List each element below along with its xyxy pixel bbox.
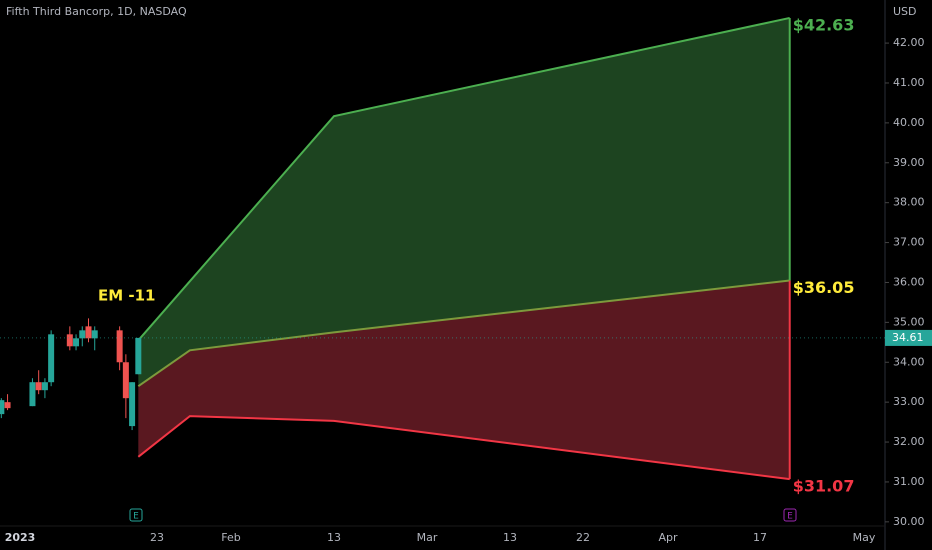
x-tick-label: 2023 [5, 531, 36, 544]
y-tick-label: 40.00 [893, 116, 925, 129]
candle-body [129, 382, 136, 427]
y-tick-label: 37.00 [893, 236, 925, 249]
value-label: $36.05 [793, 278, 855, 297]
candle-body [48, 334, 55, 383]
cone-line [137, 16, 790, 341]
y-tick-label: 39.00 [893, 156, 925, 169]
y-tick-label: 42.00 [893, 36, 925, 49]
y-tick-label: 41.00 [893, 76, 925, 89]
value-label: $31.07 [793, 477, 855, 496]
cone-line [137, 415, 790, 481]
x-tick-label: 13 [503, 531, 517, 544]
value-label: $42.63 [793, 15, 855, 34]
y-tick-label: 35.00 [893, 315, 925, 328]
y-tick-label: 34.00 [893, 355, 925, 368]
candle-body [41, 382, 48, 391]
candle-body [73, 338, 80, 347]
last-price-label: 34.61 [892, 331, 924, 344]
candle-body [91, 330, 98, 339]
x-tick-label: May [853, 531, 876, 544]
y-tick-label: 36.00 [893, 275, 925, 288]
currency: USD [893, 5, 917, 18]
x-tick-label: 23 [150, 531, 164, 544]
x-tick-label: Apr [658, 531, 678, 544]
event-marker [783, 508, 797, 522]
candle-body [122, 362, 129, 399]
candle-body [135, 337, 142, 375]
y-tick-label: 30.00 [893, 515, 925, 528]
y-tick-label: 33.00 [893, 395, 925, 408]
candle-body [4, 402, 11, 409]
candle-body [79, 330, 86, 339]
candle-body [35, 382, 42, 391]
x-tick-label: Feb [221, 531, 240, 544]
y-tick-label: 31.00 [893, 475, 925, 488]
event-label: E [133, 512, 139, 522]
candle-body [0, 400, 5, 415]
annotation: EM -11 [98, 287, 156, 305]
event-marker [129, 508, 143, 522]
cone-line [137, 279, 790, 388]
y-tick-label: 32.00 [893, 435, 925, 448]
band-fill [138, 280, 790, 480]
candle-body [66, 334, 73, 347]
x-tick-label: 22 [576, 531, 590, 544]
last-price-tag [885, 329, 932, 346]
y-tick-label: 38.00 [893, 196, 925, 209]
candle-body [85, 326, 92, 339]
x-tick-label: 13 [327, 531, 341, 544]
x-tick-label: 17 [753, 531, 767, 544]
event-label: E [787, 512, 793, 522]
chart-title: Fifth Third Bancorp, 1D, NASDAQ [6, 5, 187, 18]
x-tick-label: Mar [417, 531, 438, 544]
band-fill [138, 17, 790, 387]
candle-body [116, 330, 123, 363]
candle-body [29, 382, 36, 407]
